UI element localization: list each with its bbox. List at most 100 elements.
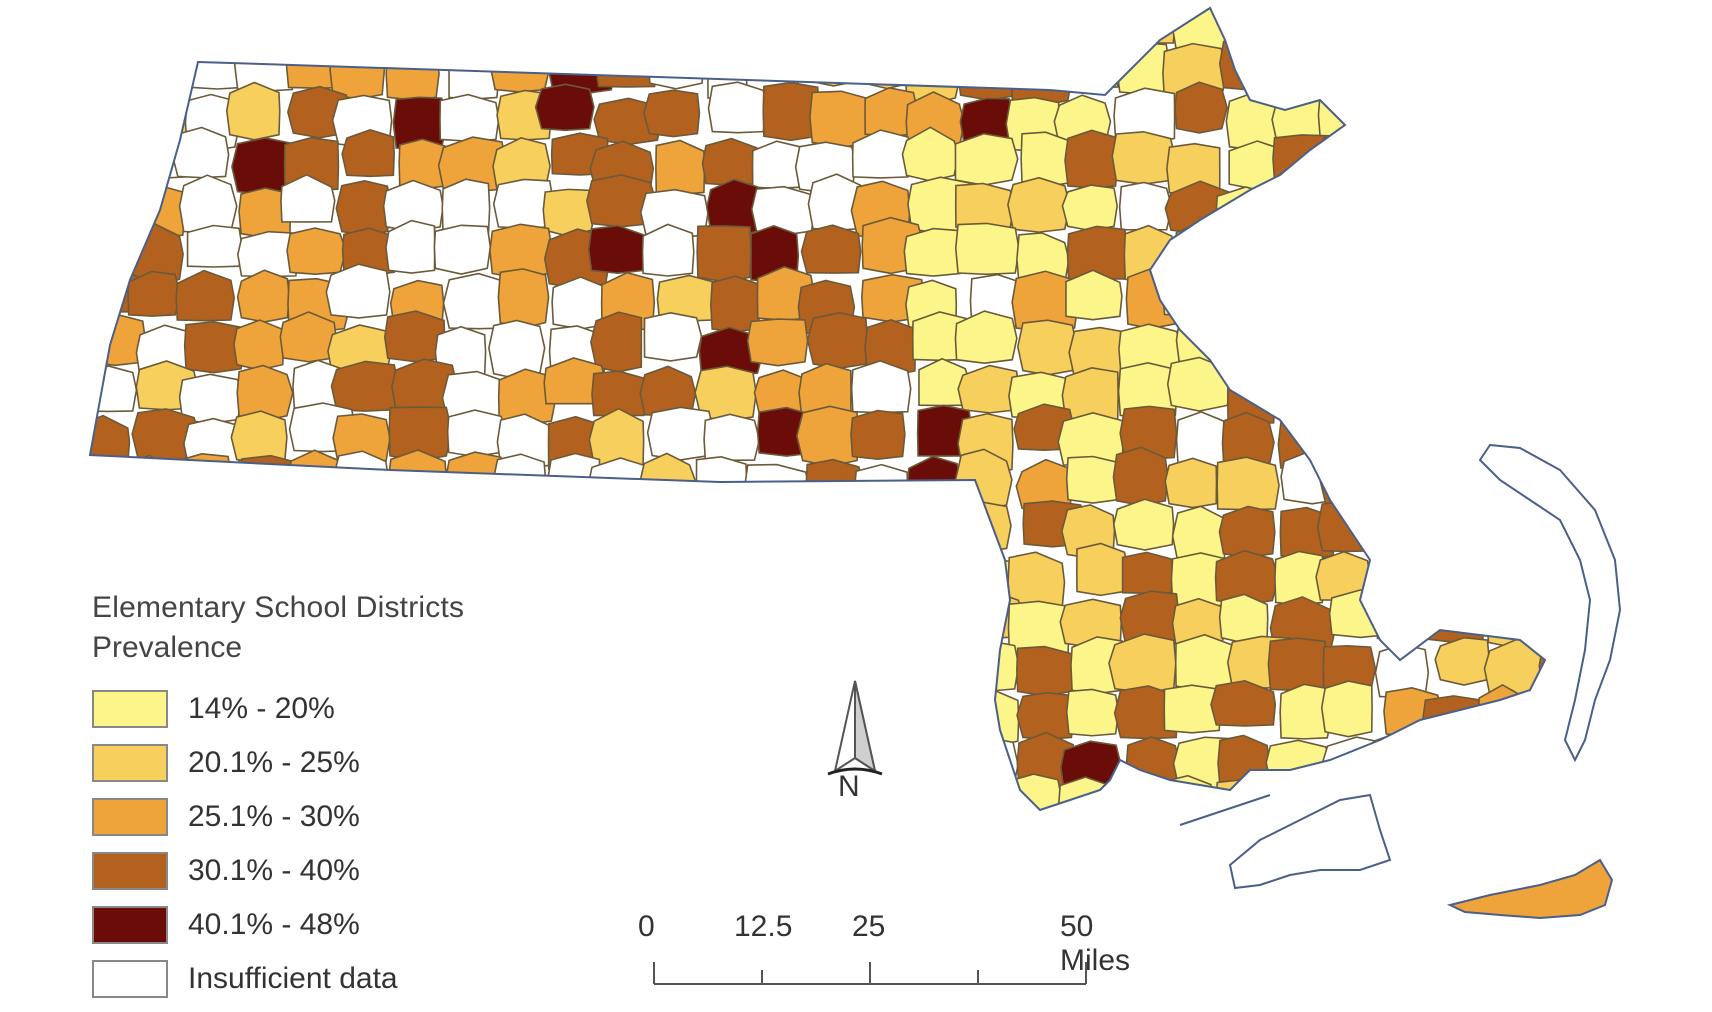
district-polygon (861, 34, 918, 90)
district-polygon (800, 224, 862, 274)
district-polygon (701, 137, 759, 186)
district-polygon (1529, 275, 1545, 325)
state-boundary (88, 6, 1547, 812)
district-polygon (708, 588, 773, 643)
district-polygon (1164, 457, 1218, 509)
district-polygon (1011, 270, 1079, 333)
district-polygon (1061, 184, 1118, 232)
district-polygon (1277, 225, 1344, 283)
district-polygon (907, 783, 975, 810)
district-polygon (90, 313, 147, 367)
district-polygon (953, 501, 1012, 553)
district-polygon (544, 505, 608, 558)
scale-label-0: 0 (638, 910, 655, 943)
district-polygon (954, 222, 1020, 276)
district-polygon (591, 8, 649, 47)
district-polygon (1322, 230, 1381, 286)
district-polygon (1425, 731, 1481, 785)
district-polygon (808, 590, 875, 641)
district-polygon (1368, 80, 1431, 133)
district-polygon (851, 129, 913, 179)
district-polygon (1373, 774, 1439, 810)
district-polygon (1323, 320, 1376, 372)
district-polygon (1118, 181, 1173, 231)
district-polygon (954, 132, 1019, 187)
district-polygon (1471, 138, 1530, 190)
district-polygon (850, 409, 906, 461)
district-polygon (1108, 633, 1177, 693)
district-polygon (288, 449, 343, 512)
district-polygon (438, 509, 503, 568)
district-polygon (488, 319, 546, 380)
district-polygon (1423, 317, 1482, 372)
district-polygon (444, 451, 503, 510)
district-polygon (1224, 8, 1286, 42)
legend-label: 20.1% - 25% (188, 746, 360, 779)
district-polygon (433, 224, 492, 275)
district-polygon (812, 499, 869, 543)
scale-label-12-5: 12.5 (734, 910, 793, 943)
district-polygon (1017, 8, 1068, 45)
district-polygon (1322, 8, 1376, 45)
district-polygon (1484, 92, 1542, 145)
district-polygon (385, 219, 436, 274)
legend-swatch (92, 798, 168, 836)
district-polygon (90, 230, 130, 286)
district-polygon (1274, 322, 1329, 376)
elizabeth-islands (1179, 794, 1271, 826)
district-polygon (183, 497, 247, 558)
district-polygon (850, 359, 912, 414)
district-polygon (1016, 691, 1075, 740)
district-polygon (1016, 319, 1078, 376)
legend-swatch (92, 744, 168, 782)
district-polygon (541, 8, 609, 51)
district-polygon (1174, 81, 1228, 134)
district-polygon (1161, 267, 1220, 317)
district-polygon (1121, 551, 1176, 595)
district-polygon (1328, 50, 1396, 98)
district-polygon (490, 45, 551, 93)
district-polygon (913, 682, 976, 735)
district-polygon (1219, 272, 1283, 329)
district-polygon (854, 550, 915, 608)
district-polygon (705, 735, 768, 792)
scale-label-25: 25 (852, 910, 886, 943)
district-polygon (286, 227, 347, 275)
district-polygon (648, 548, 708, 606)
legend-label: Insufficient data (188, 962, 398, 995)
district-polygon (1483, 8, 1540, 53)
legend-row: Insufficient data (92, 952, 652, 1006)
district-polygon (1282, 186, 1344, 242)
district-polygon (1111, 130, 1176, 186)
district-polygon (961, 639, 1020, 692)
district-polygon (643, 312, 703, 362)
district-polygon (90, 365, 138, 413)
district-polygon (1010, 45, 1074, 108)
district-polygon (751, 548, 812, 605)
district-polygon (1320, 132, 1384, 182)
district-polygon (1113, 87, 1176, 145)
district-polygon (746, 318, 809, 367)
district-polygon (1280, 449, 1341, 505)
district-polygon (1525, 36, 1545, 94)
district-polygon (1108, 779, 1168, 810)
district-polygon (796, 405, 859, 467)
district-polygon (1537, 172, 1545, 227)
district-polygon (1375, 591, 1432, 641)
district-polygon (1316, 359, 1386, 412)
district-polygon (1421, 695, 1488, 750)
district-polygon (1163, 684, 1222, 734)
district-polygon (1007, 176, 1071, 233)
district-polygon (1267, 637, 1327, 692)
district-polygon (1531, 362, 1545, 409)
district-polygon (1210, 680, 1277, 727)
scale-bar-ruler (653, 962, 1087, 985)
district-polygon (387, 449, 448, 509)
district-polygon (325, 263, 391, 319)
district-polygon (1529, 780, 1545, 810)
district-polygon (1377, 553, 1432, 609)
district-polygon (602, 499, 660, 549)
district-polygon (1064, 129, 1119, 189)
district-polygon (1067, 8, 1129, 43)
